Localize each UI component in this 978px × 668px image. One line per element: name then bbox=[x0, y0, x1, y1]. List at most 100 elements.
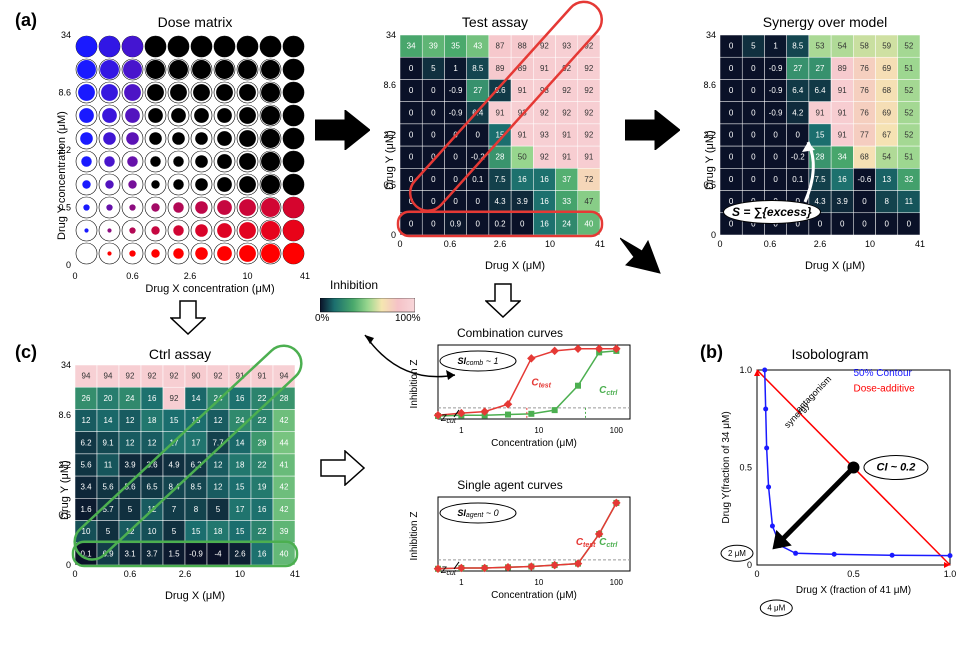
svg-text:8.6: 8.6 bbox=[58, 88, 71, 98]
svg-text:1.6: 1.6 bbox=[80, 505, 92, 514]
figure: (a) (b) (c) Dose matrix Test assay Syner… bbox=[10, 10, 968, 658]
svg-text:34: 34 bbox=[61, 30, 71, 40]
svg-text:14: 14 bbox=[192, 394, 201, 403]
dose-matrix-panel: 00.62.6104100.52.28.634 bbox=[75, 35, 305, 265]
svg-text:54: 54 bbox=[882, 153, 891, 162]
svg-text:0: 0 bbox=[773, 175, 778, 184]
svg-text:3.7: 3.7 bbox=[146, 549, 158, 558]
svg-text:1: 1 bbox=[459, 426, 464, 435]
svg-text:5: 5 bbox=[106, 527, 111, 536]
svg-text:17: 17 bbox=[236, 505, 245, 514]
svg-text:5: 5 bbox=[431, 64, 436, 73]
svg-text:41: 41 bbox=[915, 239, 925, 249]
svg-text:-0.9: -0.9 bbox=[449, 108, 463, 117]
isobologram-title: Isobologram bbox=[770, 346, 890, 362]
svg-text:16: 16 bbox=[236, 394, 245, 403]
svg-text:89: 89 bbox=[838, 64, 847, 73]
svg-text:0: 0 bbox=[476, 219, 481, 228]
svg-text:15: 15 bbox=[192, 527, 201, 536]
s-arrow bbox=[800, 137, 840, 207]
ctrl-assay-panel: 9494929292909291919426202416921424162228… bbox=[75, 365, 305, 575]
svg-text:92: 92 bbox=[584, 86, 593, 95]
svg-text:34: 34 bbox=[407, 42, 416, 51]
svg-text:Inhibition Z: Inhibition Z bbox=[409, 360, 420, 409]
arrow-a-to-c bbox=[170, 300, 206, 335]
svg-text:0: 0 bbox=[862, 197, 867, 206]
svg-text:88: 88 bbox=[518, 42, 527, 51]
zero-pct: 0% bbox=[315, 313, 329, 324]
svg-text:0.5: 0.5 bbox=[847, 569, 860, 579]
svg-text:0: 0 bbox=[431, 175, 436, 184]
svg-text:39: 39 bbox=[429, 42, 438, 51]
svg-text:0: 0 bbox=[729, 86, 734, 95]
svg-text:52: 52 bbox=[904, 42, 913, 51]
synergy-title: Synergy over model bbox=[735, 14, 915, 30]
arrow-dose-to-test bbox=[315, 110, 370, 150]
svg-text:67: 67 bbox=[882, 131, 891, 140]
svg-text:1: 1 bbox=[459, 578, 464, 587]
svg-text:12: 12 bbox=[214, 416, 223, 425]
arrow-test-to-synergy bbox=[625, 110, 680, 150]
svg-text:27: 27 bbox=[793, 64, 802, 73]
svg-text:3.1: 3.1 bbox=[124, 549, 136, 558]
svg-text:0: 0 bbox=[717, 239, 722, 249]
svg-text:8.6: 8.6 bbox=[703, 80, 716, 90]
svg-text:0: 0 bbox=[453, 175, 458, 184]
svg-text:68: 68 bbox=[882, 86, 891, 95]
inhibition-label: Inhibition bbox=[330, 278, 378, 292]
svg-text:0: 0 bbox=[729, 42, 734, 51]
svg-text:CI ~ 0.2: CI ~ 0.2 bbox=[877, 462, 916, 474]
svg-text:Concentration (μM): Concentration (μM) bbox=[491, 438, 577, 449]
svg-text:10: 10 bbox=[235, 569, 245, 579]
svg-text:0: 0 bbox=[751, 86, 756, 95]
svg-text:91: 91 bbox=[838, 108, 847, 117]
test-assay-panel: 3439354387889293920518.5898991929200-0.9… bbox=[400, 35, 610, 245]
svg-text:77: 77 bbox=[860, 131, 869, 140]
svg-text:0: 0 bbox=[391, 230, 396, 240]
svg-text:32: 32 bbox=[904, 175, 913, 184]
svg-text:-0.9: -0.9 bbox=[769, 86, 783, 95]
svg-text:0: 0 bbox=[751, 108, 756, 117]
svg-text:0.6: 0.6 bbox=[444, 239, 457, 249]
svg-text:0: 0 bbox=[453, 197, 458, 206]
svg-text:50% Contour: 50% Contour bbox=[854, 368, 913, 379]
svg-text:10: 10 bbox=[865, 239, 875, 249]
svg-text:Drug Y(fraction of 34 μM): Drug Y(fraction of 34 μM) bbox=[721, 411, 732, 523]
svg-text:100: 100 bbox=[610, 578, 624, 587]
svg-text:50: 50 bbox=[518, 153, 527, 162]
svg-text:10: 10 bbox=[242, 271, 252, 281]
svg-text:Dose-additive: Dose-additive bbox=[854, 383, 916, 394]
svg-text:16: 16 bbox=[148, 394, 157, 403]
svg-text:91: 91 bbox=[562, 131, 571, 140]
svg-text:39: 39 bbox=[280, 527, 289, 536]
svg-text:8.6: 8.6 bbox=[58, 410, 71, 420]
arrow-test-down bbox=[485, 283, 521, 318]
svg-text:93: 93 bbox=[540, 131, 549, 140]
svg-text:37: 37 bbox=[562, 175, 571, 184]
svg-text:0: 0 bbox=[729, 64, 734, 73]
svg-text:43: 43 bbox=[473, 42, 482, 51]
svg-text:0: 0 bbox=[751, 131, 756, 140]
svg-text:0: 0 bbox=[729, 175, 734, 184]
svg-text:14: 14 bbox=[104, 416, 113, 425]
svg-text:51: 51 bbox=[904, 64, 913, 73]
svg-text:0.5: 0.5 bbox=[739, 463, 752, 473]
svg-text:12: 12 bbox=[126, 416, 135, 425]
svg-text:0: 0 bbox=[397, 239, 402, 249]
single-panel: 110100Inhibition ZConcentration (μM)SIag… bbox=[405, 494, 655, 614]
svg-text:100: 100 bbox=[610, 426, 624, 435]
svg-text:11: 11 bbox=[905, 197, 914, 206]
panel-b-label: (b) bbox=[700, 342, 723, 363]
svg-text:91: 91 bbox=[584, 153, 593, 162]
svg-text:90: 90 bbox=[192, 372, 201, 381]
svg-text:0.6: 0.6 bbox=[124, 569, 137, 579]
panel-c-label: (c) bbox=[15, 342, 37, 363]
svg-text:41: 41 bbox=[300, 271, 310, 281]
ctrl-y-label: Drug Y (μM) bbox=[59, 460, 71, 520]
svg-text:0: 0 bbox=[66, 260, 71, 270]
svg-text:18: 18 bbox=[214, 527, 223, 536]
svg-text:72: 72 bbox=[584, 175, 593, 184]
svg-text:Drug X (fraction of 41 μM): Drug X (fraction of 41 μM) bbox=[796, 585, 911, 596]
svg-text:91: 91 bbox=[518, 86, 527, 95]
svg-text:3.9: 3.9 bbox=[517, 197, 529, 206]
